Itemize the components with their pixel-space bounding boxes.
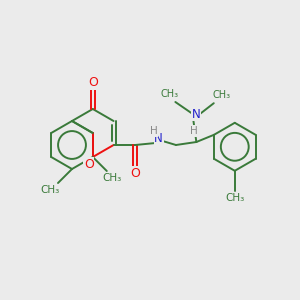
Text: CH₃: CH₃: [40, 185, 60, 195]
Text: N: N: [154, 131, 163, 145]
Text: O: O: [88, 76, 98, 89]
Text: CH₃: CH₃: [102, 173, 122, 183]
Text: CH₃: CH₃: [213, 90, 231, 100]
Text: H: H: [190, 126, 198, 136]
Text: O: O: [130, 167, 140, 180]
Text: H: H: [150, 126, 158, 136]
Text: O: O: [84, 158, 94, 170]
Text: N: N: [192, 108, 201, 121]
Text: CH₃: CH₃: [225, 193, 244, 203]
Text: CH₃: CH₃: [160, 89, 178, 99]
